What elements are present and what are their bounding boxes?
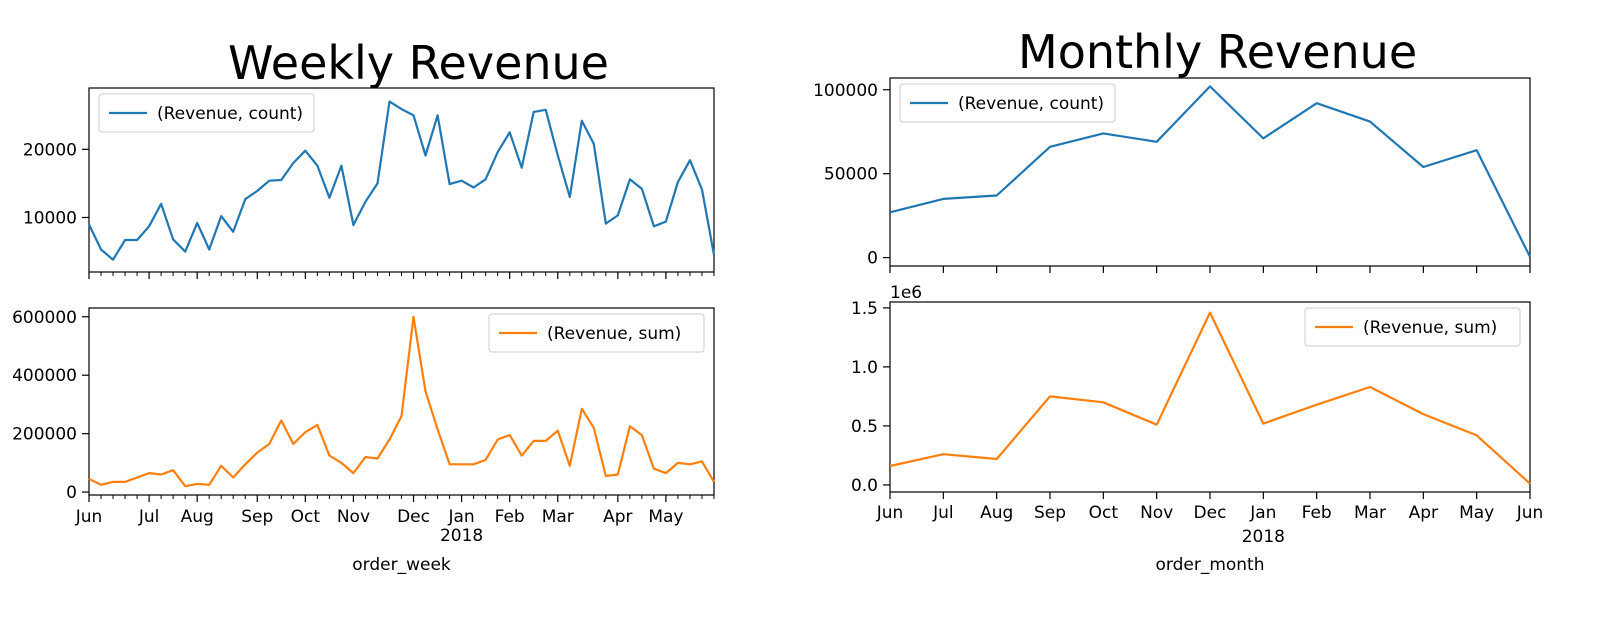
y-tick-label-0-1: 200000 <box>12 425 77 445</box>
legend-label-0-0: (Revenue, count) <box>157 104 303 124</box>
x-tick-label-1: Jan <box>1249 503 1276 523</box>
x-tick-label-1: Feb <box>1302 503 1332 523</box>
x-tick-label-0: Feb <box>495 507 525 527</box>
legend-box-1-1 <box>1304 307 1521 347</box>
x-tick-label-0: Jul <box>138 507 160 527</box>
x-tick-label-1: Jun <box>1516 503 1544 523</box>
y-tick-label-1-0: 50000 <box>824 165 878 185</box>
x-tick-label-0: Oct <box>291 507 321 527</box>
y-tick-label-1-1: 1.5 <box>851 299 878 319</box>
x-tick-label-1: Mar <box>1354 503 1386 523</box>
x-tick-label-1: Dec <box>1194 503 1227 523</box>
y-offset-label-1-1: 1e6 <box>890 283 922 303</box>
series-line-revenue-count-0 <box>88 100 716 261</box>
x-tick-label-1: Nov <box>1140 503 1173 523</box>
y-tick-label-1-1: 1.0 <box>851 358 878 378</box>
legend-box-0-1 <box>488 313 705 353</box>
x-tick-label-1: Jul <box>932 503 954 523</box>
x-axis-label-0: order_week <box>352 555 451 575</box>
y-tick-label-1-1: 0.0 <box>851 476 878 496</box>
x-tick-label-0: Sep <box>241 507 273 527</box>
monthly-revenue-title: Monthly Revenue <box>1018 25 1418 79</box>
legend-label-1-1: (Revenue, sum) <box>1363 318 1497 338</box>
series-line-revenue-count-1 <box>889 85 1531 258</box>
x-year-label-1: 2018 <box>1242 527 1285 547</box>
series-line-revenue-sum-1 <box>889 311 1531 485</box>
legend-box-0-0 <box>98 93 315 133</box>
x-axis-label-1: order_month <box>1155 555 1264 575</box>
x-tick-label-1: Aug <box>980 503 1013 523</box>
y-tick-label-0-0: 10000 <box>23 208 77 228</box>
x-tick-label-1: Jun <box>876 503 904 523</box>
x-tick-label-0: Jan <box>447 507 474 527</box>
x-tick-label-1: May <box>1459 503 1494 523</box>
x-tick-label-0: Mar <box>542 507 574 527</box>
y-tick-label-0-1: 600000 <box>12 308 77 328</box>
y-tick-label-0-1: 0 <box>66 483 77 503</box>
legend-box-1-0 <box>899 83 1116 123</box>
y-tick-label-1-0: 0 <box>867 249 878 269</box>
x-tick-label-1: Oct <box>1089 503 1119 523</box>
y-tick-label-1-1: 0.5 <box>851 417 878 437</box>
y-tick-label-0-1: 400000 <box>12 366 77 386</box>
legend-label-1-0: (Revenue, count) <box>958 94 1104 114</box>
x-tick-label-0: Dec <box>397 507 430 527</box>
series-line-revenue-sum-0 <box>88 315 715 488</box>
x-year-label-0: 2018 <box>440 526 483 546</box>
y-tick-label-1-0: 100000 <box>813 81 878 101</box>
x-tick-label-0: Jun <box>75 507 103 527</box>
x-tick-label-0: Nov <box>337 507 370 527</box>
x-tick-label-0: May <box>648 507 683 527</box>
weekly-revenue-title: Weekly Revenue <box>228 36 609 90</box>
x-tick-label-1: Apr <box>1409 503 1438 523</box>
x-tick-label-0: Aug <box>181 507 214 527</box>
y-tick-label-0-0: 20000 <box>23 140 77 160</box>
x-tick-label-0: Apr <box>603 507 632 527</box>
legend-label-0-1: (Revenue, sum) <box>547 324 681 344</box>
x-tick-label-1: Sep <box>1034 503 1066 523</box>
